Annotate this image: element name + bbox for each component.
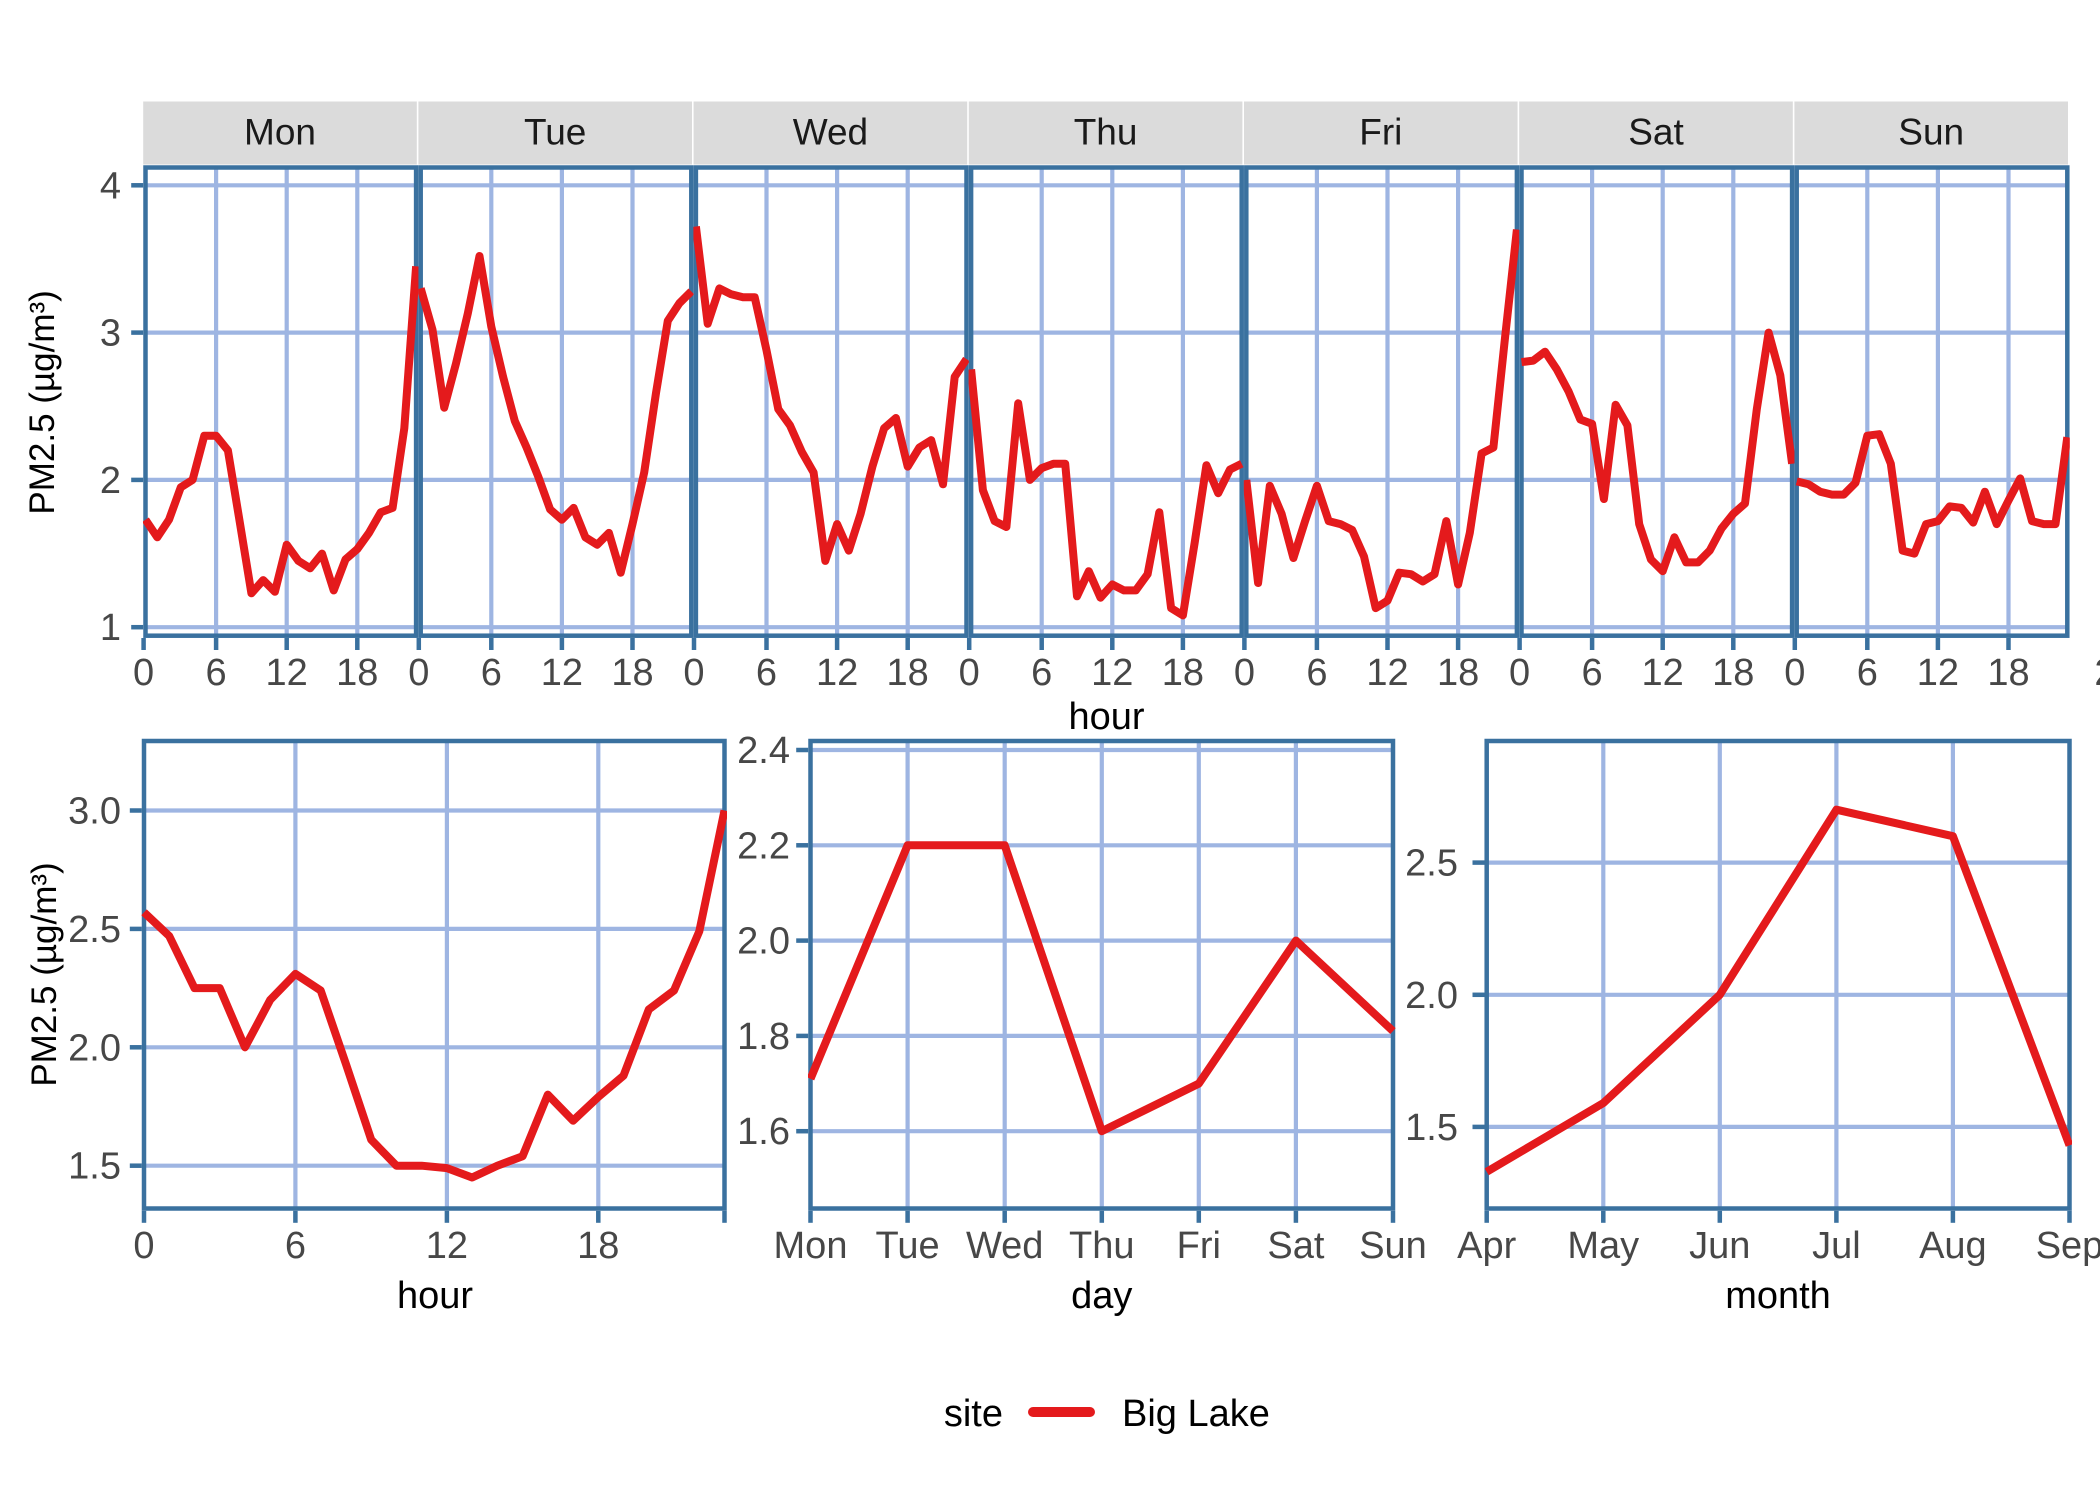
svg-text:Wed: Wed <box>793 112 868 153</box>
svg-text:18: 18 <box>1162 652 1204 694</box>
svg-text:18: 18 <box>577 1225 619 1267</box>
svg-text:Wed: Wed <box>966 1225 1043 1267</box>
svg-text:Sat: Sat <box>1267 1225 1324 1267</box>
svg-text:18: 18 <box>1987 652 2029 694</box>
svg-text:4: 4 <box>100 165 121 207</box>
svg-text:12: 12 <box>426 1225 468 1267</box>
svg-text:Fri: Fri <box>1177 1225 1221 1267</box>
svg-text:0: 0 <box>408 652 429 694</box>
svg-text:hour: hour <box>397 1275 473 1317</box>
svg-text:12: 12 <box>1917 652 1959 694</box>
svg-text:0: 0 <box>133 652 154 694</box>
svg-text:0: 0 <box>133 1225 154 1267</box>
svg-text:2: 2 <box>100 460 121 502</box>
svg-text:6: 6 <box>1857 652 1878 694</box>
svg-text:6: 6 <box>1306 652 1327 694</box>
svg-text:18: 18 <box>611 652 653 694</box>
svg-text:day: day <box>1071 1275 1132 1317</box>
svg-text:6: 6 <box>481 652 502 694</box>
svg-text:12: 12 <box>1366 652 1408 694</box>
svg-text:12: 12 <box>816 652 858 694</box>
svg-text:site: site <box>944 1393 1003 1435</box>
svg-text:6: 6 <box>1582 652 1603 694</box>
svg-text:0: 0 <box>1784 652 1805 694</box>
svg-text:12: 12 <box>1642 652 1684 694</box>
svg-text:Thu: Thu <box>1074 112 1138 153</box>
svg-text:1.6: 1.6 <box>737 1111 790 1153</box>
svg-text:Tue: Tue <box>524 112 586 153</box>
svg-text:Big Lake: Big Lake <box>1122 1393 1270 1435</box>
svg-text:18: 18 <box>887 652 929 694</box>
svg-text:Fri: Fri <box>1359 112 1402 153</box>
svg-text:1: 1 <box>100 607 121 649</box>
svg-text:2.4: 2.4 <box>737 730 790 772</box>
svg-text:1.5: 1.5 <box>1405 1107 1458 1149</box>
svg-text:12: 12 <box>266 652 308 694</box>
svg-text:3.0: 3.0 <box>68 791 121 833</box>
svg-text:2.0: 2.0 <box>1405 975 1458 1017</box>
svg-text:2: 2 <box>2094 652 2100 694</box>
svg-text:Sun: Sun <box>1359 1225 1427 1267</box>
svg-text:Thu: Thu <box>1069 1225 1134 1267</box>
svg-text:May: May <box>1567 1225 1639 1267</box>
svg-text:hour: hour <box>1068 696 1144 738</box>
svg-text:Sep: Sep <box>2036 1225 2100 1267</box>
svg-text:0: 0 <box>683 652 704 694</box>
svg-text:0: 0 <box>1234 652 1255 694</box>
svg-text:PM2.5 (µg/m³): PM2.5 (µg/m³) <box>23 290 62 514</box>
svg-text:12: 12 <box>1091 652 1133 694</box>
svg-text:18: 18 <box>1712 652 1754 694</box>
svg-text:2.5: 2.5 <box>68 909 121 951</box>
svg-text:2.2: 2.2 <box>737 825 790 867</box>
svg-text:Sat: Sat <box>1628 112 1684 153</box>
svg-text:month: month <box>1725 1275 1831 1317</box>
svg-text:12: 12 <box>541 652 583 694</box>
svg-text:2.5: 2.5 <box>1405 843 1458 885</box>
svg-text:0: 0 <box>959 652 980 694</box>
svg-text:Aug: Aug <box>1919 1225 1987 1267</box>
svg-text:Mon: Mon <box>244 112 316 153</box>
svg-text:6: 6 <box>756 652 777 694</box>
svg-text:1.5: 1.5 <box>68 1146 121 1188</box>
svg-text:1.8: 1.8 <box>737 1016 790 1058</box>
svg-text:18: 18 <box>336 652 378 694</box>
svg-text:PM2.5 (µg/m³): PM2.5 (µg/m³) <box>25 862 64 1086</box>
svg-text:Jul: Jul <box>1812 1225 1861 1267</box>
svg-text:2.0: 2.0 <box>68 1027 121 1069</box>
svg-text:3: 3 <box>100 313 121 355</box>
svg-text:Sun: Sun <box>1898 112 1964 153</box>
svg-text:Jun: Jun <box>1689 1225 1750 1267</box>
svg-text:0: 0 <box>1509 652 1530 694</box>
svg-text:18: 18 <box>1437 652 1479 694</box>
svg-text:Mon: Mon <box>774 1225 848 1267</box>
svg-text:6: 6 <box>285 1225 306 1267</box>
svg-text:6: 6 <box>206 652 227 694</box>
svg-text:6: 6 <box>1031 652 1052 694</box>
svg-text:Tue: Tue <box>876 1225 940 1267</box>
svg-text:2.0: 2.0 <box>737 921 790 963</box>
svg-text:Apr: Apr <box>1457 1225 1516 1267</box>
